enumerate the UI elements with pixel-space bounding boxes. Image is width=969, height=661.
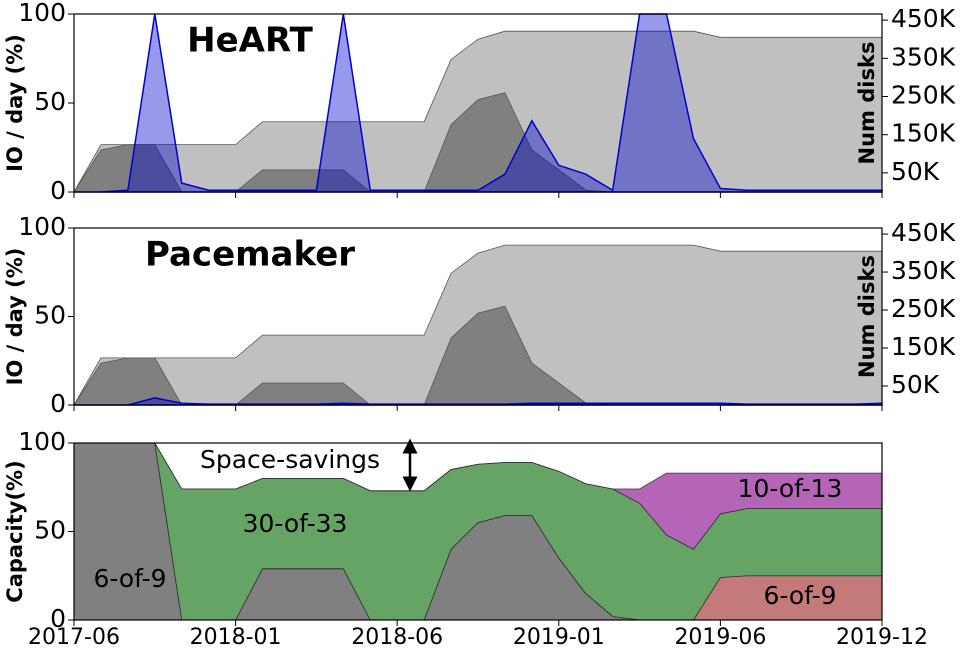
x-tick-label: 2017-06	[28, 625, 120, 650]
y2-tick-label: 450K	[891, 218, 956, 247]
y2-tick-label: 350K	[891, 256, 956, 285]
x-tick-label: 2018-06	[351, 625, 443, 650]
y2-tick-label: 450K	[891, 4, 956, 33]
y2-axis-label: Num disks	[855, 42, 879, 165]
panel-title: HeART	[187, 21, 313, 61]
y-tick-label: 50	[34, 301, 66, 330]
x-tick-label: 2019-12	[836, 625, 928, 650]
x-tick-label: 2019-01	[513, 625, 605, 650]
x-tick-label: 2018-01	[190, 625, 282, 650]
y2-tick-label: 350K	[891, 42, 956, 71]
y2-tick-label: 150K	[891, 119, 956, 148]
y2-tick-label: 250K	[891, 294, 956, 323]
y2-tick-label: 150K	[891, 332, 956, 361]
series-label: 10-of-13	[738, 474, 843, 503]
panel-title: Pacemaker	[145, 235, 355, 275]
y-tick-label: 0	[50, 604, 66, 633]
y2-tick-label: 250K	[891, 81, 956, 110]
y2-axis-label: Num disks	[855, 255, 879, 378]
y-tick-label: 50	[34, 87, 66, 116]
series-label: 30-of-33	[243, 509, 348, 538]
x-tick-label: 2019-06	[674, 625, 766, 650]
y-tick-label: 100	[18, 427, 66, 456]
y-tick-label: 50	[34, 516, 66, 545]
y-tick-label: 0	[50, 176, 66, 205]
series-label: 6-of-9	[763, 581, 836, 610]
io-area	[74, 13, 883, 193]
y-tick-label: 100	[18, 212, 66, 241]
series-label: 6-of-9	[93, 564, 166, 593]
y2-tick-label: 50K	[891, 370, 940, 399]
y-axis-label: Capacity(%)	[3, 460, 27, 602]
y-tick-label: 0	[50, 389, 66, 418]
io-area	[74, 397, 883, 406]
y-tick-label: 100	[18, 0, 66, 27]
annotation: Space-savings	[200, 445, 380, 474]
y-axis-label: IO / day (%)	[3, 34, 27, 172]
y2-tick-label: 50K	[891, 157, 940, 186]
y-axis-label: IO / day (%)	[3, 248, 27, 386]
